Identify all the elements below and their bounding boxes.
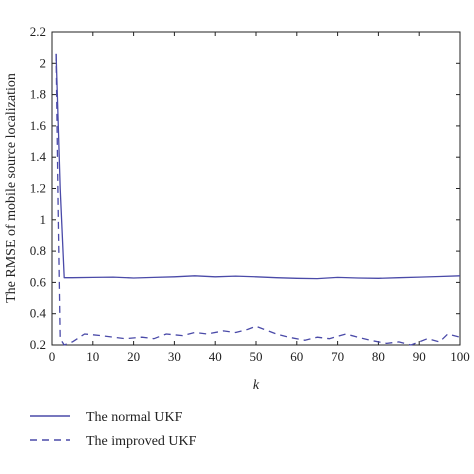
x-tick-label: 10 bbox=[86, 349, 99, 364]
axis-ticks bbox=[51, 31, 461, 346]
y-tick-label: 1.2 bbox=[30, 181, 46, 196]
x-tick-label: 50 bbox=[250, 349, 263, 364]
x-tick-label: 60 bbox=[290, 349, 303, 364]
series-line-normal-ukf bbox=[55, 53, 461, 280]
series-layer bbox=[55, 53, 461, 346]
y-tick-label: 0.8 bbox=[30, 243, 46, 258]
plot-frame bbox=[51, 31, 461, 346]
x-tick-label: 100 bbox=[450, 349, 470, 364]
x-tick-label: 30 bbox=[168, 349, 181, 364]
x-tick-label: 20 bbox=[127, 349, 140, 364]
x-tick-label: 40 bbox=[209, 349, 222, 364]
x-tick-label: 80 bbox=[372, 349, 385, 364]
y-tick-label: 2 bbox=[40, 55, 47, 70]
y-tick-label: 0.6 bbox=[30, 274, 47, 289]
x-axis-label: k bbox=[253, 378, 260, 393]
y-tick-label: 2.2 bbox=[30, 24, 46, 39]
x-tick-label: 0 bbox=[49, 349, 56, 364]
y-tick-label: 1 bbox=[40, 212, 47, 227]
y-tick-label: 0.4 bbox=[30, 306, 47, 321]
x-tick-label: 70 bbox=[331, 349, 344, 364]
y-tick-label: 1.8 bbox=[30, 87, 46, 102]
y-tick-label: 0.2 bbox=[30, 337, 46, 352]
legend: The normal UKF The improved UKF bbox=[30, 410, 197, 449]
x-tick-label: 90 bbox=[413, 349, 426, 364]
y-tick-label: 1.6 bbox=[30, 118, 47, 133]
legend-label-normal-ukf: The normal UKF bbox=[86, 410, 183, 425]
series-line-improved-ukf bbox=[55, 53, 461, 346]
legend-label-improved-ukf: The improved UKF bbox=[86, 434, 197, 449]
x-tick-labels: 0 10 20 30 40 50 60 70 80 90 100 bbox=[49, 349, 470, 364]
y-axis-label: The RMSE of mobile source localization bbox=[4, 73, 19, 303]
y-tick-label: 1.4 bbox=[30, 149, 47, 164]
y-tick-labels: 0.2 0.4 0.6 0.8 1 1.2 1.4 1.6 1.8 2 2.2 bbox=[30, 24, 47, 352]
